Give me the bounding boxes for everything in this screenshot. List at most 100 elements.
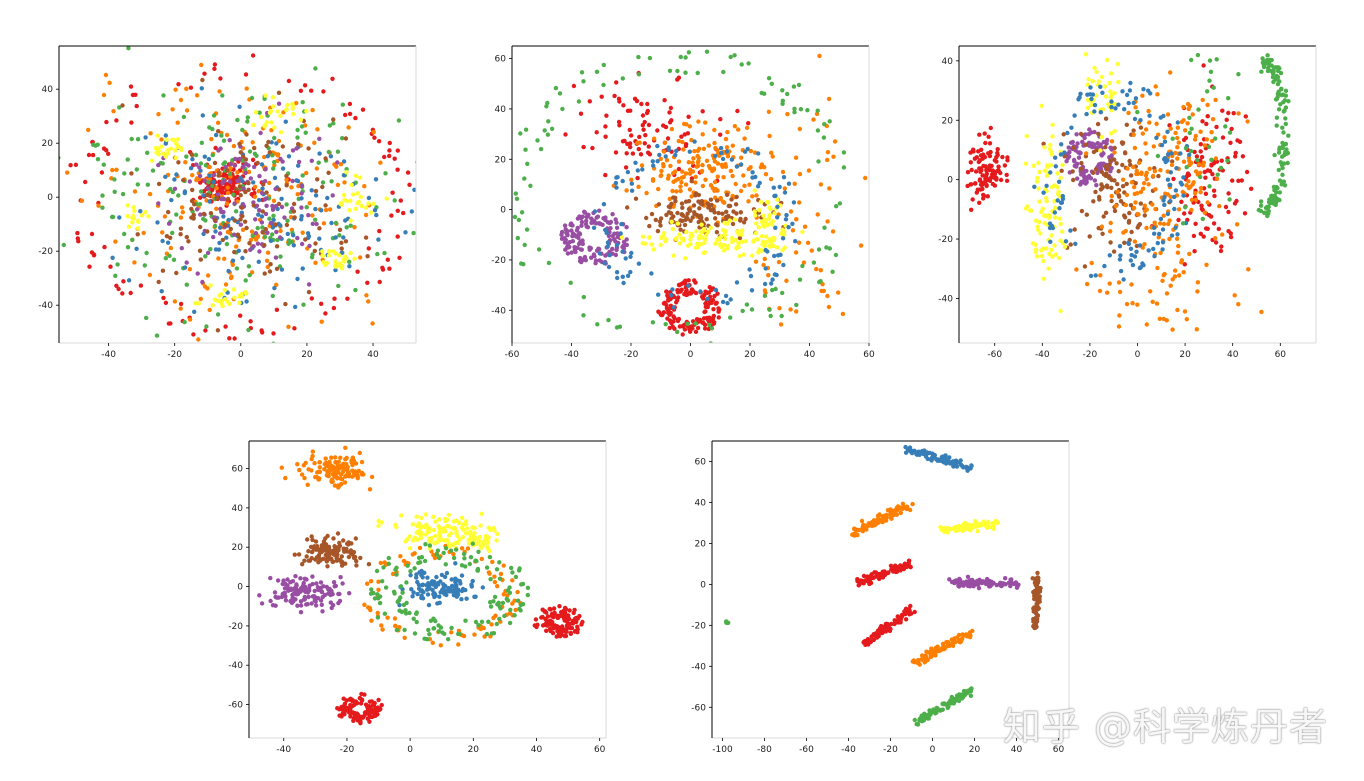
- scatter-point: [1164, 318, 1170, 323]
- scatter-point: [393, 567, 398, 572]
- scatter-point: [724, 214, 729, 220]
- scatter-point: [1085, 105, 1090, 111]
- y-tick-label: 20: [495, 155, 507, 165]
- scatter-point: [591, 220, 596, 225]
- scatter-point: [143, 135, 148, 140]
- scatter-point: [252, 145, 257, 151]
- scatter-point: [299, 183, 304, 189]
- scatter-point: [1074, 267, 1079, 272]
- scatter-point: [512, 214, 518, 220]
- scatter-point: [1050, 122, 1055, 128]
- scatter-point: [620, 249, 625, 254]
- scatter-point: [506, 170, 510, 174]
- scatter-point: [203, 163, 209, 168]
- scatter-point: [746, 199, 751, 204]
- x-tick-label: 40: [367, 350, 379, 360]
- scatter-point: [653, 217, 658, 223]
- scatter-point: [1071, 145, 1076, 150]
- scatter-point: [1137, 222, 1143, 227]
- scatter-point: [603, 172, 608, 178]
- scatter-point: [309, 456, 314, 462]
- scatter-point: [1100, 231, 1105, 236]
- scatter-point: [1092, 109, 1097, 114]
- scatter-point: [1063, 239, 1069, 244]
- scatter-point: [341, 704, 346, 709]
- scatter-point: [702, 250, 707, 255]
- scatter-point: [278, 254, 283, 259]
- scatter-point: [1160, 278, 1165, 283]
- scatter-point: [198, 161, 204, 166]
- scatter-point: [1101, 139, 1107, 145]
- scatter-point: [1098, 161, 1104, 166]
- scatter-point: [129, 120, 134, 125]
- scatter-point: [383, 585, 389, 590]
- scatter-point: [325, 533, 330, 539]
- scatter-point: [708, 197, 714, 202]
- scatter-point: [194, 93, 200, 98]
- scatter-point: [346, 554, 352, 560]
- scatter-point: [1099, 74, 1105, 80]
- scatter-point: [228, 275, 234, 281]
- scatter-point: [1279, 182, 1284, 187]
- scatter-point: [1175, 120, 1181, 125]
- scatter-point: [300, 100, 305, 105]
- scatter-point: [371, 201, 376, 206]
- scatter-point: [1214, 176, 1220, 182]
- scatter-point: [376, 587, 381, 592]
- scatter-point: [386, 561, 391, 566]
- scatter-point: [317, 556, 322, 561]
- scatter-point: [232, 218, 237, 223]
- scatter-point: [1092, 178, 1098, 183]
- scatter-point: [806, 168, 812, 173]
- scatter-point: [290, 148, 296, 153]
- scatter-point: [312, 248, 317, 254]
- scatter-point: [677, 241, 683, 246]
- scatter-point: [766, 273, 771, 278]
- scatter-point: [1065, 155, 1071, 161]
- scatter-point: [476, 539, 482, 544]
- scatter-point: [203, 254, 208, 259]
- scatter-point: [170, 230, 175, 236]
- scatter-point: [700, 183, 706, 189]
- scatter-point: [148, 131, 153, 136]
- scatter-point: [796, 240, 802, 245]
- scatter-point: [343, 136, 349, 141]
- scatter-point: [352, 701, 358, 706]
- scatter-point: [777, 184, 782, 190]
- scatter-point: [705, 201, 710, 206]
- scatter-point: [224, 235, 229, 240]
- scatter-point: [65, 170, 70, 175]
- scatter-point: [1058, 152, 1064, 157]
- scatter-point: [377, 228, 382, 234]
- scatter-point: [302, 83, 308, 88]
- scatter-point: [1176, 207, 1182, 212]
- scatter-point: [985, 177, 991, 183]
- scatter-point: [699, 199, 705, 204]
- scatter-point: [158, 144, 164, 149]
- scatter-point: [293, 574, 298, 579]
- scatter-point: [487, 554, 493, 560]
- scatter-point: [470, 541, 475, 546]
- scatter-point: [433, 533, 438, 539]
- scatter-point: [737, 253, 743, 259]
- scatter-point: [221, 161, 226, 167]
- scatter-point: [398, 554, 403, 559]
- scatter-point: [291, 209, 297, 214]
- scatter-point: [1275, 68, 1281, 74]
- scatter-point: [727, 218, 733, 223]
- scatter-point: [335, 531, 341, 536]
- scatter-point: [333, 259, 338, 264]
- scatter-point: [736, 241, 741, 246]
- scatter-point: [516, 217, 522, 223]
- scatter-point: [766, 216, 772, 221]
- scatter-point: [621, 280, 626, 286]
- scatter-point: [767, 307, 772, 312]
- scatter-point: [1150, 202, 1155, 207]
- scatter-point: [690, 160, 695, 165]
- scatter-point: [1130, 301, 1135, 306]
- scatter-point: [780, 101, 785, 107]
- scatter-point: [1060, 229, 1065, 234]
- scatter-point: [773, 193, 778, 198]
- scatter-point: [1058, 238, 1063, 243]
